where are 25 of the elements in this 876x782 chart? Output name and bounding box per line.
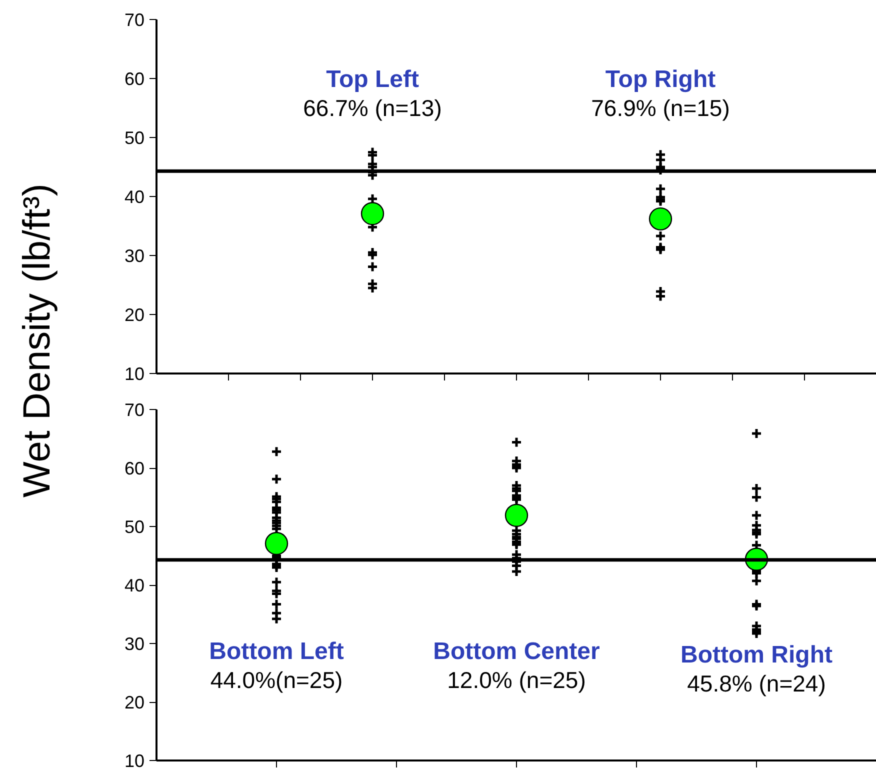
y-tick-label: 70: [124, 10, 145, 30]
annotation: Bottom Center: [433, 638, 600, 666]
y-tick-label: 60: [124, 69, 145, 89]
y-tick-label: 20: [124, 305, 145, 325]
y-tick-label: 60: [124, 458, 145, 478]
annotation: Top Left: [326, 66, 419, 94]
annotation: 45.8% (n=24): [687, 670, 826, 696]
y-tick-label: 50: [124, 128, 145, 148]
annotation: Top Right: [605, 66, 716, 94]
y-tick-label: 30: [124, 634, 145, 654]
y-tick-label: 20: [124, 692, 145, 712]
annotation: 12.0% (n=25): [447, 666, 586, 693]
y-tick-label: 10: [124, 751, 145, 771]
y-tick-label: 30: [124, 246, 145, 266]
y-tick-label: 40: [124, 187, 145, 207]
y-tick-label: 70: [124, 400, 145, 420]
y-tick-label: 50: [124, 517, 145, 537]
annotation: Bottom Right: [680, 642, 832, 669]
y-tick-label: 40: [124, 576, 145, 596]
annotation: 66.7% (n=13): [303, 95, 442, 121]
y-tick-label: 10: [124, 364, 145, 384]
annotation: 44.0%(n=25): [210, 666, 343, 693]
y-axis-title: Wet Density (lb/ft³): [16, 184, 59, 498]
annotation: 76.9% (n=15): [591, 95, 730, 121]
annotation: Bottom Left: [209, 638, 344, 666]
